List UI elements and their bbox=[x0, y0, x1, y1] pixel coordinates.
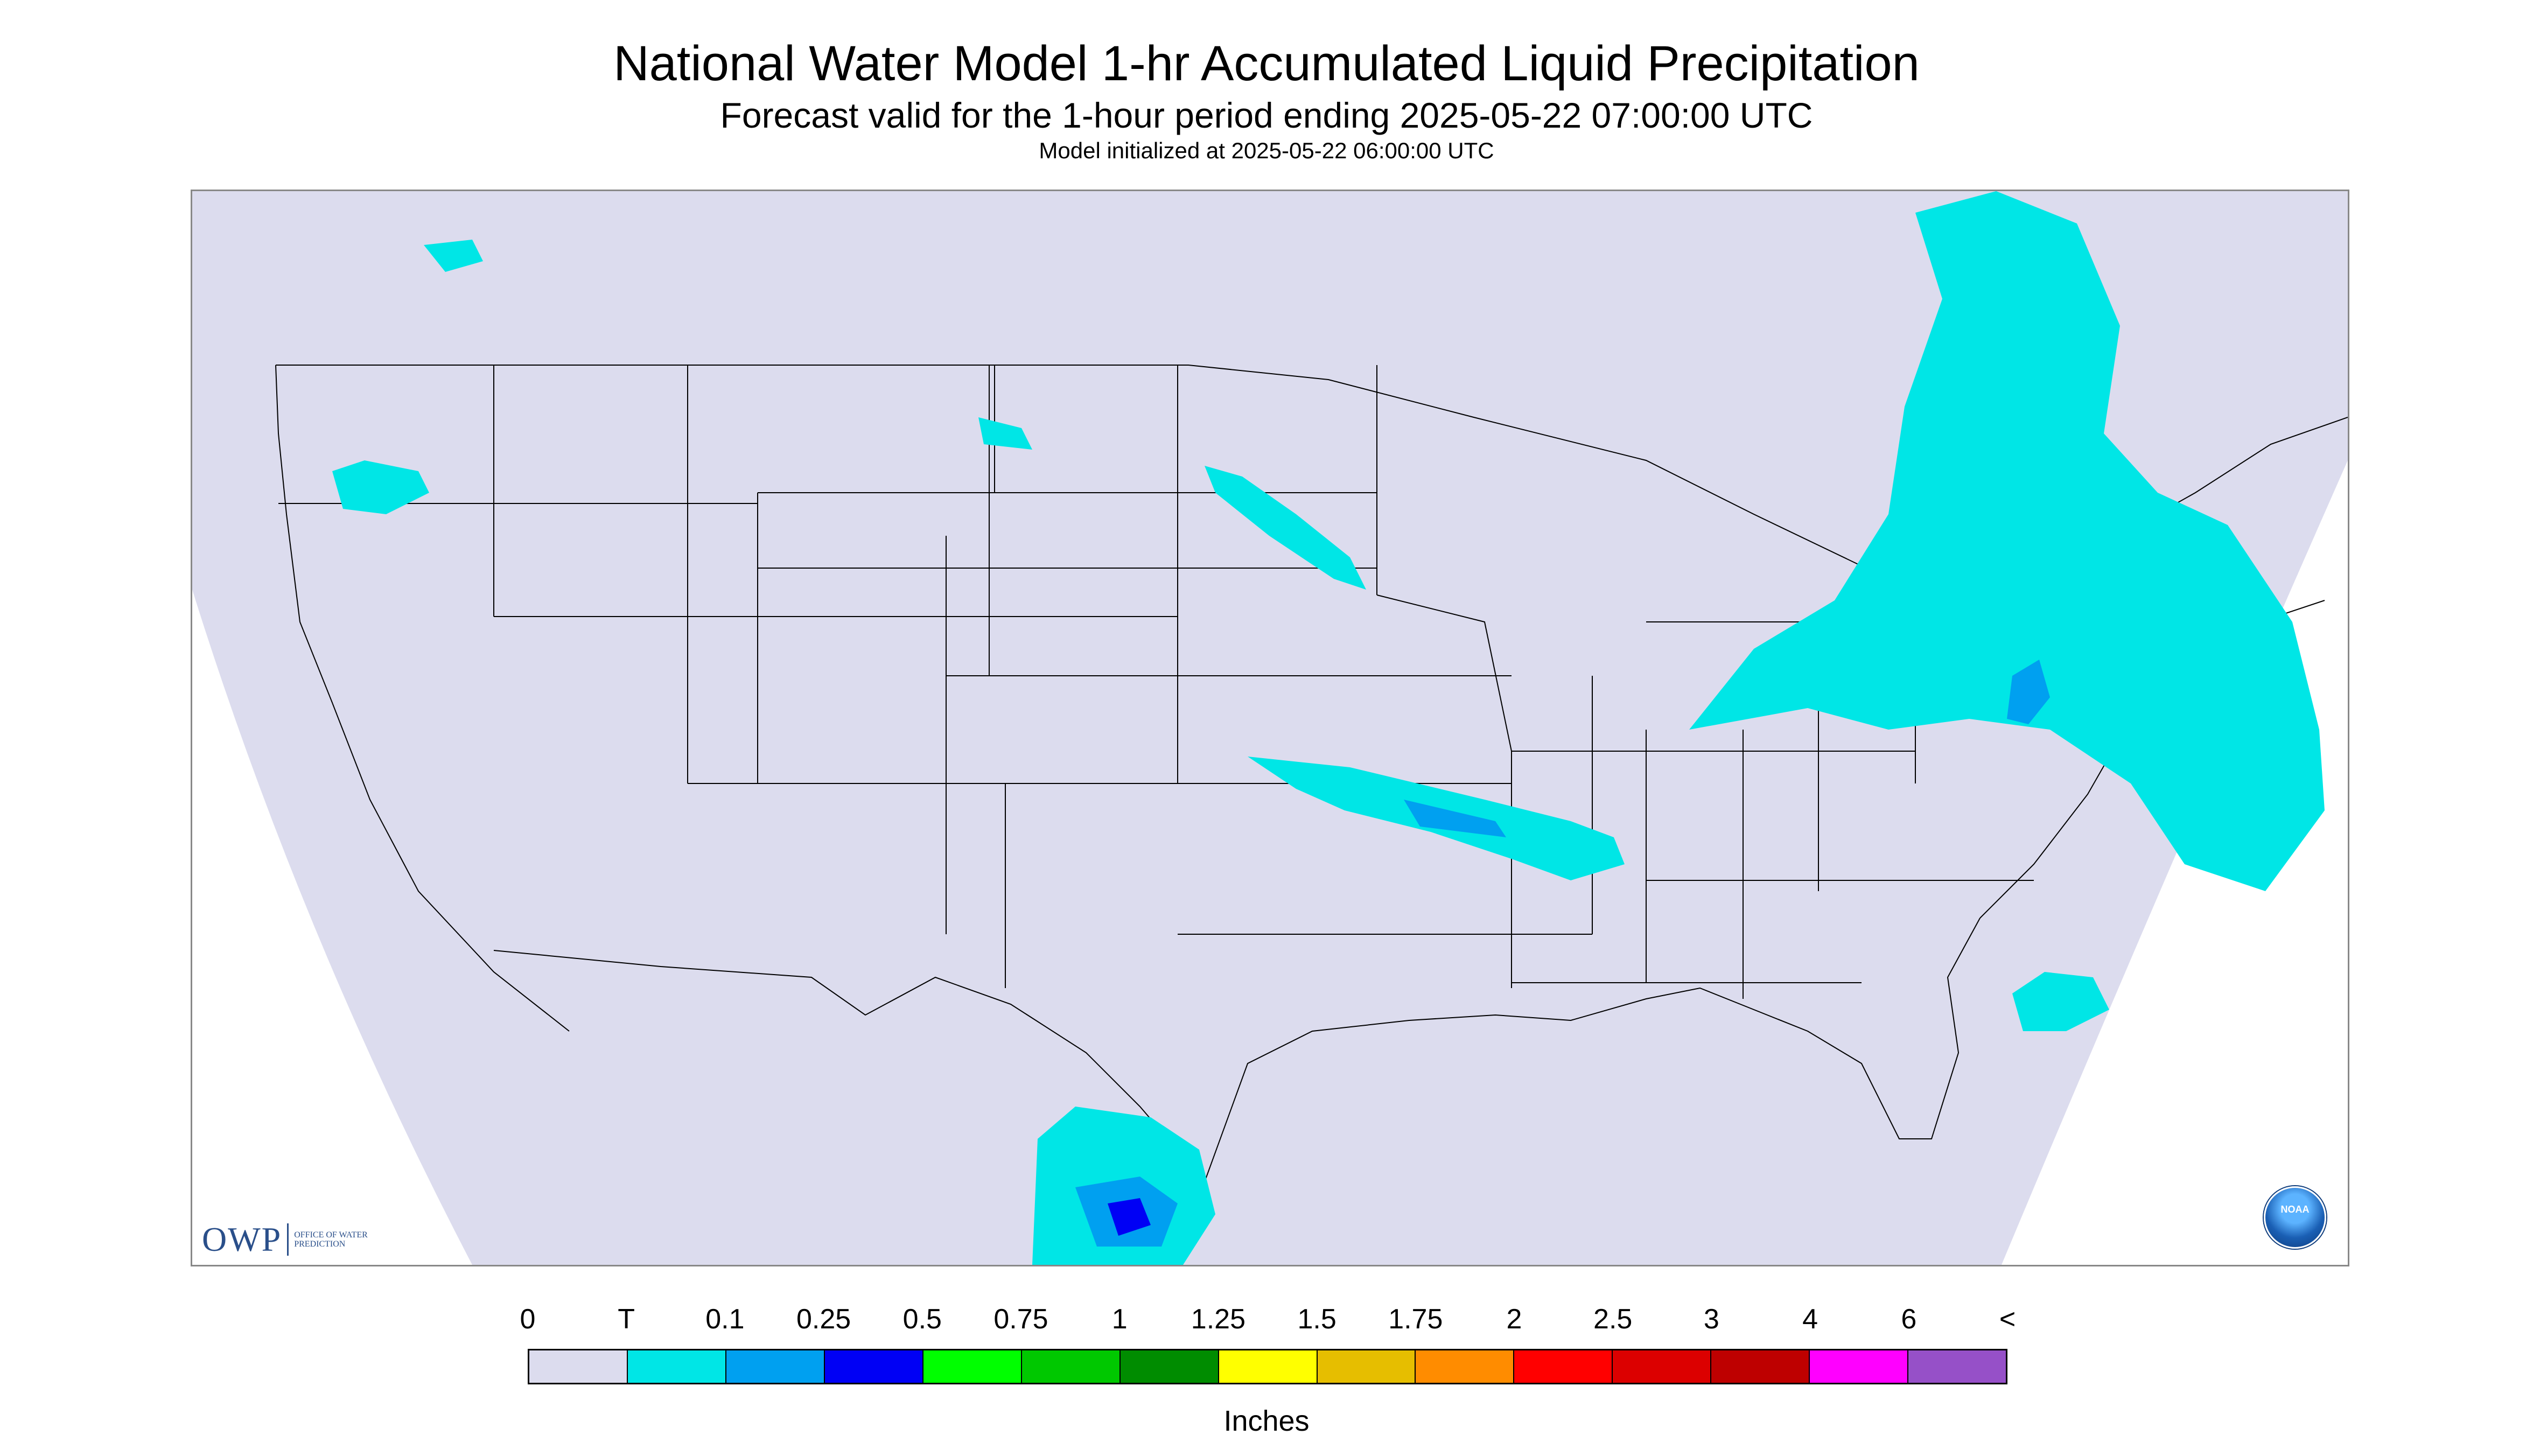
domain-mask-left bbox=[192, 590, 472, 1265]
legend-tick-label: 1.75 bbox=[1388, 1304, 1443, 1335]
precip-color-legend bbox=[528, 1349, 2007, 1384]
legend-tick-label: 1 bbox=[1111, 1304, 1128, 1335]
precip-midwest-core bbox=[1404, 800, 1506, 837]
legend-swatch bbox=[1810, 1350, 1909, 1383]
legend-tick-label: 0 bbox=[520, 1304, 536, 1335]
precip-moderate-areas bbox=[1108, 1198, 1151, 1236]
legend-swatch bbox=[1711, 1350, 1810, 1383]
precip-pacific-north-2 bbox=[978, 417, 1032, 450]
pacific-coast bbox=[275, 365, 570, 1032]
map-graphic bbox=[192, 191, 2348, 1265]
legend-units-label: Inches bbox=[1223, 1405, 1310, 1437]
noaa-logo-text: NOAA bbox=[2280, 1204, 2310, 1215]
noaa-logo: NOAA bbox=[2264, 1186, 2326, 1249]
legend-swatch bbox=[1514, 1350, 1613, 1383]
precip-texas-heavy bbox=[1108, 1198, 1151, 1236]
precip-trace-areas bbox=[332, 191, 2325, 1265]
legend-tick-label: 3 bbox=[1703, 1304, 1719, 1335]
forecast-valid-subtitle: Forecast valid for the 1-hour period end… bbox=[720, 95, 1813, 135]
legend-tick-label: < bbox=[1999, 1304, 2016, 1335]
owp-logo-text: OFFICE OF WATER PREDICTION bbox=[294, 1230, 368, 1249]
precip-light-areas bbox=[1075, 660, 2050, 1247]
legend-tick-labels: 0 T 0.1 0.25 0.5 0.75 1 1.25 1.5 1.75 2 2.5 3 4 6 < bbox=[520, 1303, 2016, 1335]
state-lines-east bbox=[1376, 365, 1916, 999]
legend-tick-label: 6 bbox=[1901, 1304, 1917, 1335]
precip-pacific-north-1 bbox=[424, 240, 483, 272]
legend-tick-label: 1.5 bbox=[1297, 1304, 1337, 1335]
state-lines-west bbox=[493, 365, 1178, 988]
legend-swatch bbox=[1021, 1350, 1121, 1383]
map-title: National Water Model 1-hr Accumulated Li… bbox=[613, 36, 1920, 91]
horizontal-state-lines bbox=[278, 492, 2131, 983]
legend-tick-label: 1.25 bbox=[1191, 1304, 1245, 1335]
canada-border bbox=[276, 365, 2348, 580]
legend-swatch bbox=[923, 1350, 1022, 1383]
legend-swatch bbox=[726, 1350, 825, 1383]
precipitation-map[interactable]: OWP OFFICE OF WATER PREDICTION NOAA bbox=[191, 190, 2349, 1266]
legend-swatch bbox=[1219, 1350, 1318, 1383]
model-init-text: Model initialized at 2025-05-22 06:00:00… bbox=[1039, 138, 1494, 163]
precip-nyc-core bbox=[2007, 660, 2050, 724]
legend-tick-label: 2 bbox=[1506, 1304, 1522, 1335]
legend-tick-label: 0.5 bbox=[902, 1304, 942, 1335]
legend-swatch bbox=[529, 1350, 628, 1383]
mexico-border bbox=[493, 950, 1205, 1182]
legend-swatch bbox=[1317, 1350, 1416, 1383]
legend-swatch bbox=[824, 1350, 923, 1383]
legend-swatch bbox=[1416, 1350, 1515, 1383]
precip-plains-streak bbox=[1205, 466, 1366, 590]
owp-logo-divider bbox=[287, 1223, 289, 1256]
legend-swatch bbox=[627, 1350, 726, 1383]
legend-swatch bbox=[1613, 1350, 1712, 1383]
legend-tick-label: 0.25 bbox=[796, 1304, 851, 1335]
precip-southeast-offshore bbox=[2012, 972, 2109, 1031]
legend-tick-label: 0.1 bbox=[705, 1304, 745, 1335]
legend-tick-label: 2.5 bbox=[1593, 1304, 1633, 1335]
precip-pacific-nw bbox=[332, 460, 429, 514]
legend-tick-label: 4 bbox=[1802, 1304, 1818, 1335]
legend-tick-label: 0.75 bbox=[993, 1304, 1048, 1335]
legend-tick-label: T bbox=[618, 1304, 635, 1335]
precip-northeast-band bbox=[1689, 191, 2325, 891]
owp-logo-mark: OWP bbox=[202, 1220, 282, 1258]
owp-logo: OWP OFFICE OF WATER PREDICTION bbox=[202, 1220, 375, 1259]
boundaries bbox=[275, 365, 2348, 1182]
legend-swatch bbox=[1120, 1350, 1219, 1383]
legend-swatch bbox=[1908, 1350, 2006, 1383]
gulf-coast bbox=[1204, 918, 1981, 1182]
